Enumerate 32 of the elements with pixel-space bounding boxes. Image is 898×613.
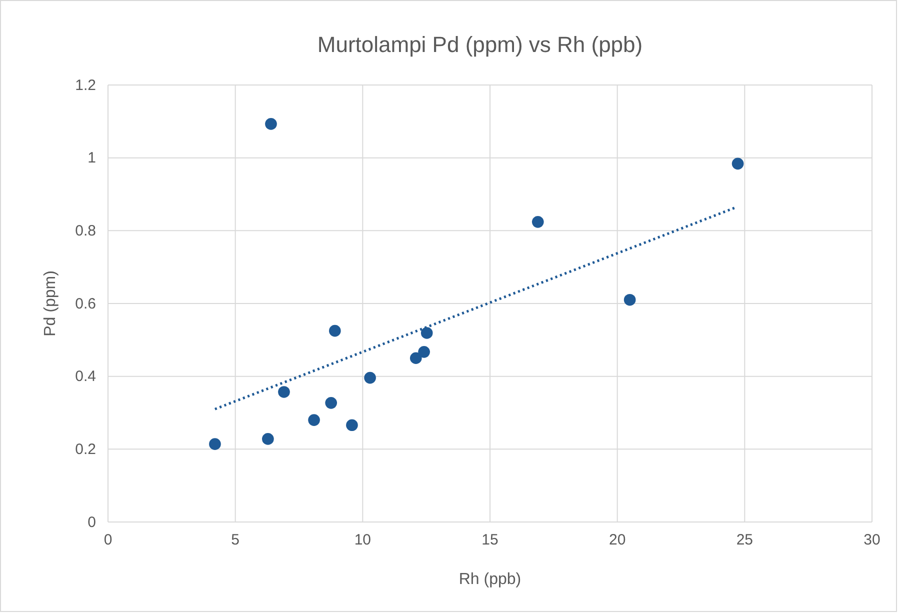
y-axis-title: Pd (ppm) bbox=[42, 270, 59, 336]
x-tick-label: 0 bbox=[104, 532, 112, 549]
y-tick-label: 0.4 bbox=[75, 368, 96, 386]
y-tick-label: 1 bbox=[88, 150, 96, 167]
point bbox=[410, 352, 422, 364]
point bbox=[624, 294, 636, 306]
y-tick-label: 0.8 bbox=[75, 222, 96, 240]
chart-title: Murtolampi Pd (ppm) vs Rh (ppb) bbox=[317, 32, 643, 57]
x-tick-label: 25 bbox=[736, 532, 754, 549]
y-tick-label: 0.2 bbox=[75, 440, 96, 458]
x-axis-title: Rh (ppb) bbox=[458, 571, 522, 588]
point bbox=[278, 386, 290, 398]
point bbox=[209, 438, 221, 450]
y-tick-label: 1.2 bbox=[75, 76, 96, 94]
point bbox=[364, 372, 376, 384]
x-tick-label: 30 bbox=[864, 532, 880, 549]
point bbox=[346, 419, 358, 432]
point bbox=[420, 327, 433, 339]
point bbox=[262, 433, 274, 445]
point bbox=[418, 346, 430, 358]
point bbox=[732, 158, 744, 170]
point bbox=[308, 414, 320, 426]
x-tick-label: 20 bbox=[608, 532, 626, 549]
point bbox=[325, 397, 338, 409]
x-tick-label: 10 bbox=[354, 532, 372, 549]
point bbox=[265, 118, 277, 130]
point bbox=[328, 324, 341, 337]
y-tick-label: 0 bbox=[88, 514, 96, 531]
x-tick-label: 15 bbox=[482, 532, 498, 549]
x-tick-label: 5 bbox=[231, 532, 240, 549]
point bbox=[532, 216, 544, 228]
y-tick-label: 0.6 bbox=[75, 295, 96, 312]
